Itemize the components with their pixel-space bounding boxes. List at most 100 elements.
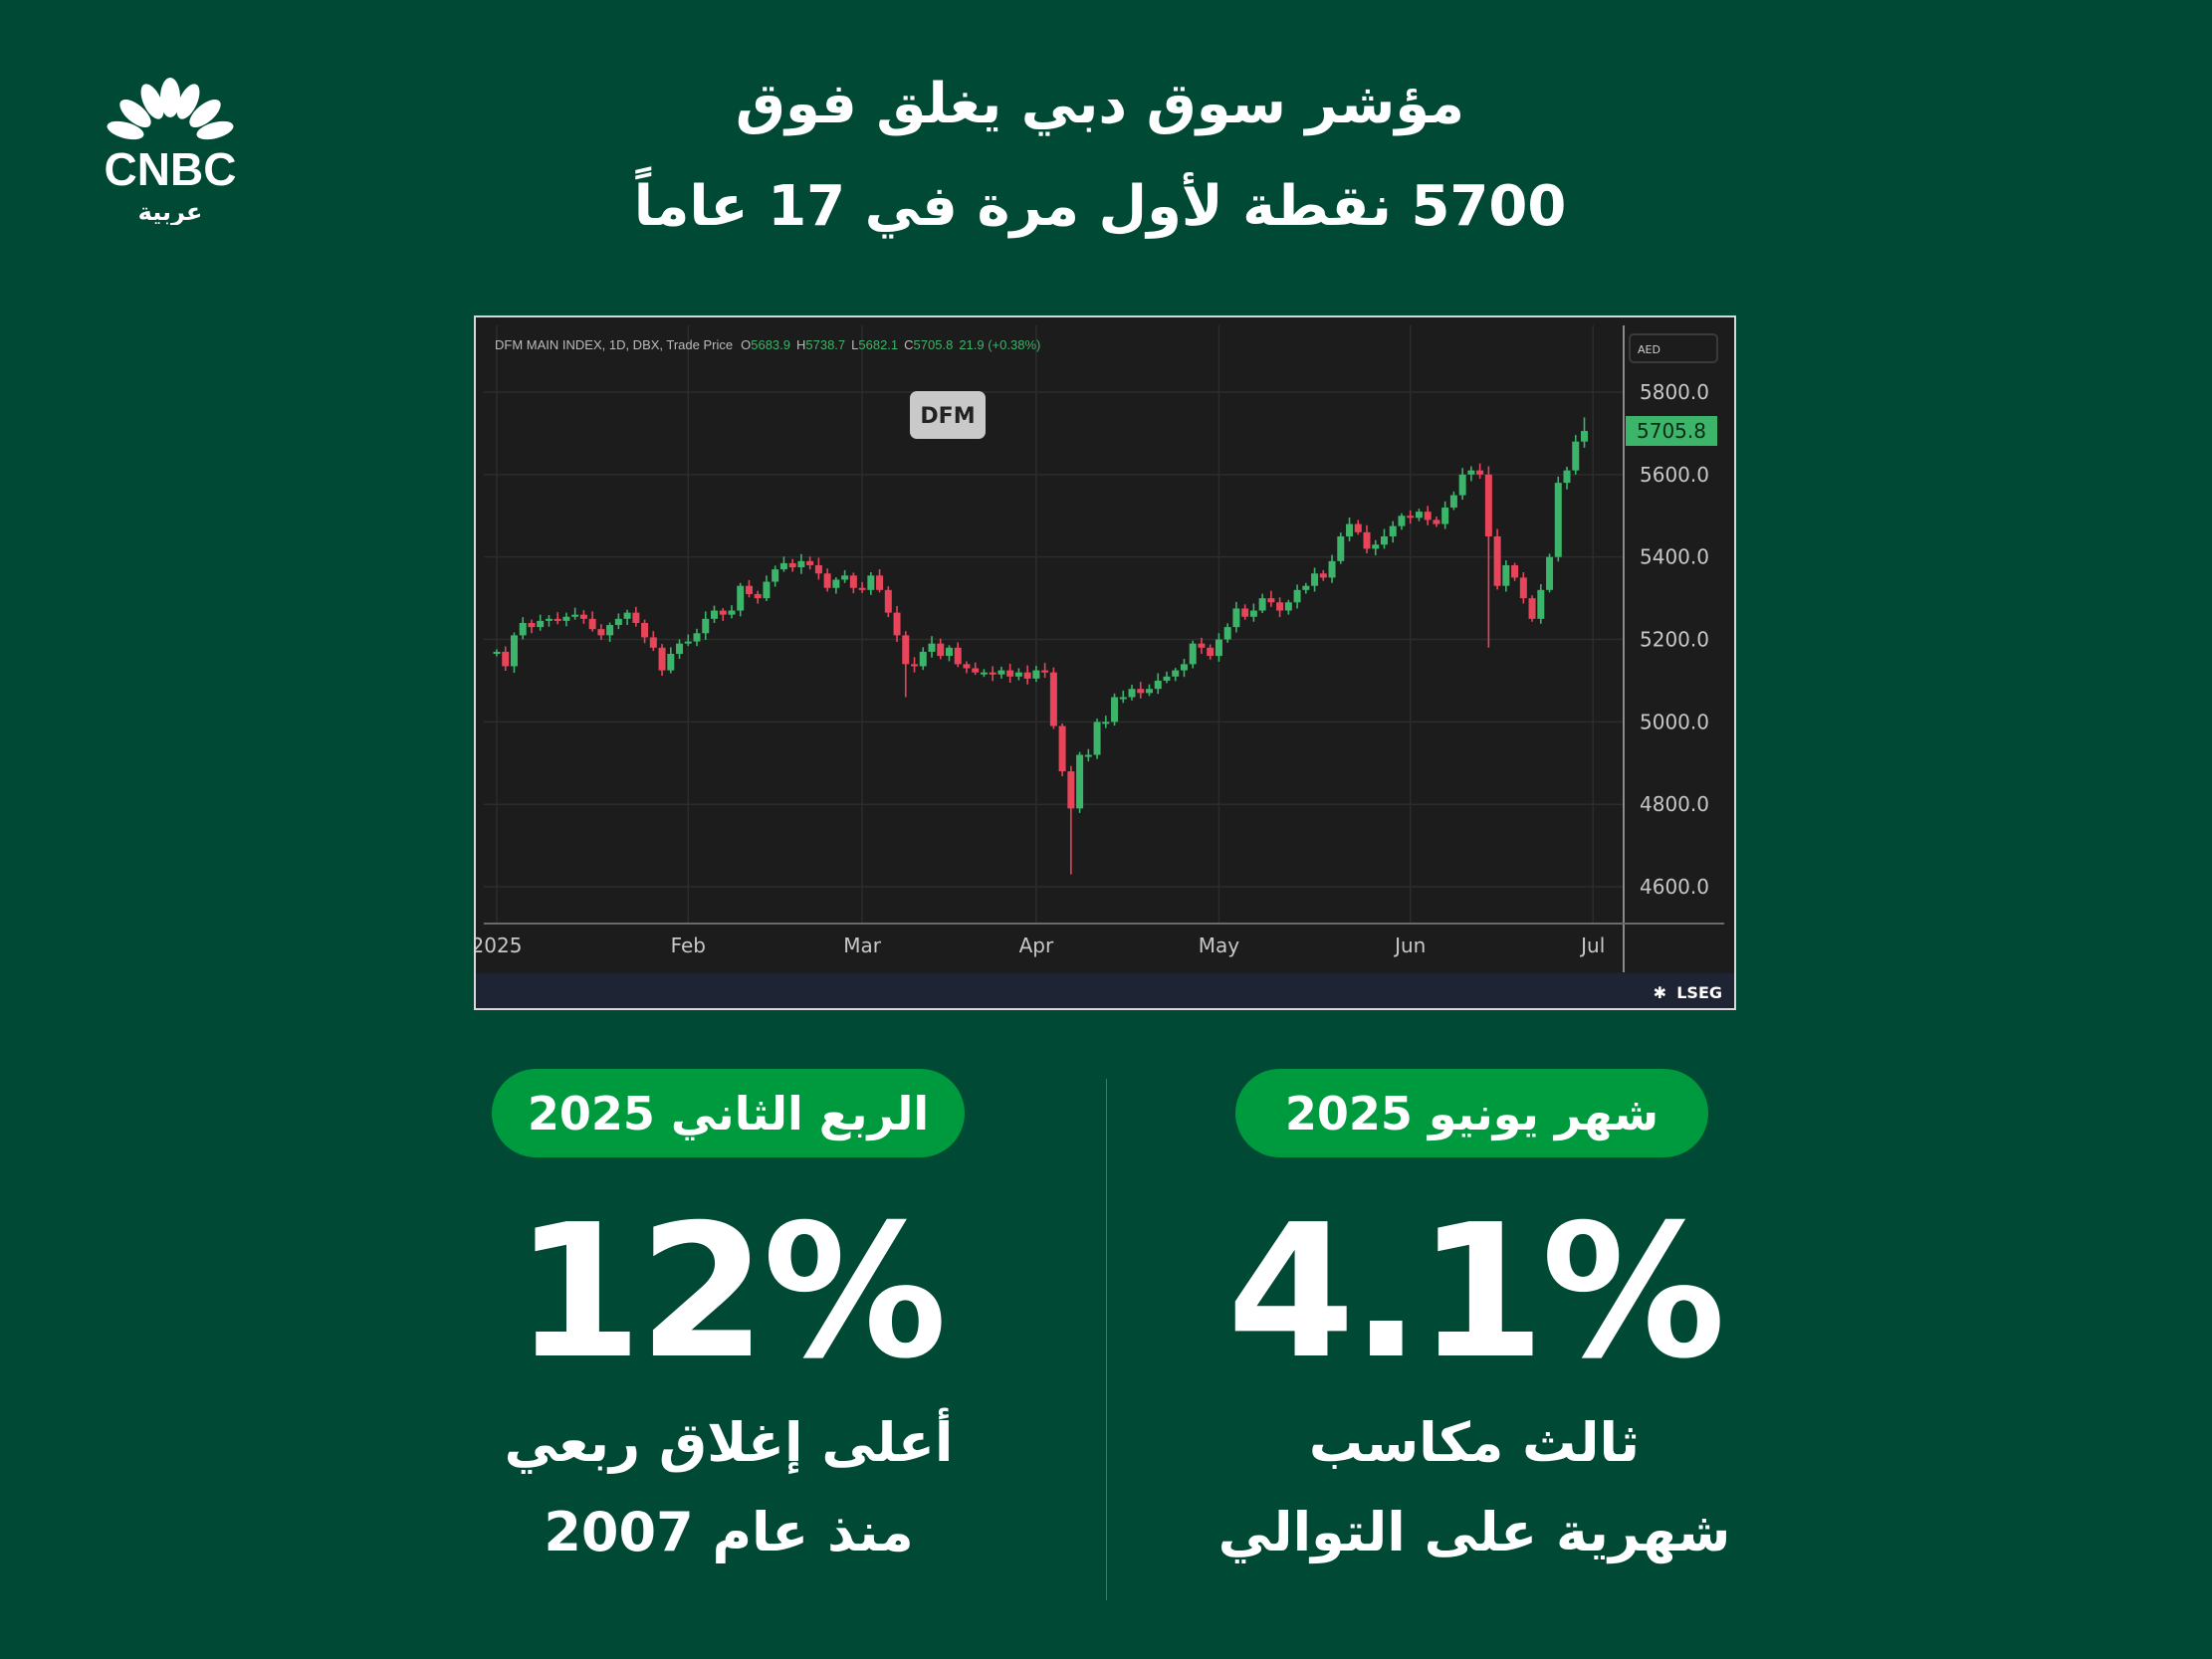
- candle-body: [502, 651, 510, 667]
- candle-body: [641, 622, 649, 638]
- candle-body: [1581, 431, 1588, 442]
- candle-body: [1128, 689, 1136, 698]
- candle-body: [1424, 512, 1432, 520]
- candle-body: [537, 620, 545, 628]
- candle-down: [745, 579, 753, 598]
- date-tick-label: 2025: [476, 933, 522, 957]
- candle-body: [1249, 610, 1257, 617]
- candle-up: [1128, 685, 1136, 701]
- candle-up: [1554, 476, 1562, 562]
- candle-body: [867, 575, 875, 590]
- candle-up: [1076, 751, 1084, 813]
- candle-body: [1502, 564, 1510, 586]
- candle-up: [1563, 466, 1571, 490]
- candle-body: [1398, 516, 1406, 526]
- footer-strip: [476, 973, 1734, 1008]
- candle-up: [537, 614, 545, 631]
- candle-body: [1415, 512, 1423, 518]
- candle-up: [1502, 559, 1510, 592]
- candle-body: [893, 612, 901, 636]
- candle-up: [1014, 668, 1022, 681]
- candle-down: [823, 568, 831, 592]
- candle-up: [623, 609, 631, 626]
- candle-up: [867, 572, 875, 595]
- candle-up: [1467, 466, 1475, 482]
- candle-body: [814, 564, 822, 574]
- candle-body: [1258, 598, 1266, 611]
- currency-selector[interactable]: AED: [1629, 333, 1718, 363]
- candle-down: [1006, 663, 1014, 684]
- candle-body: [571, 614, 579, 617]
- candle-down: [1407, 510, 1415, 524]
- candle-body: [702, 618, 710, 634]
- candle-body: [972, 668, 980, 673]
- date-tick-label: Mar: [843, 933, 882, 957]
- stats-divider: [1106, 1079, 1107, 1600]
- candle-body: [1111, 697, 1119, 723]
- peacock-icon: CNBC عربية: [105, 78, 236, 226]
- candle-up: [571, 607, 579, 620]
- candle-body: [876, 575, 884, 590]
- candle-up: [832, 576, 840, 594]
- candle-up: [1102, 716, 1110, 728]
- candle-down: [963, 661, 971, 674]
- candle-body: [1006, 670, 1014, 677]
- candle-body: [772, 569, 779, 582]
- candle-body: [1302, 585, 1310, 590]
- candle-down: [989, 666, 996, 682]
- candle-body: [667, 654, 675, 671]
- candle-body: [579, 614, 587, 619]
- candle-body: [1511, 564, 1519, 578]
- dfm-badge: DFM: [910, 391, 986, 439]
- price-tick-label: 5800.0: [1640, 380, 1709, 404]
- candle-body: [937, 643, 945, 657]
- candle-up: [841, 569, 849, 583]
- candle-up: [772, 565, 779, 587]
- candle-body: [806, 560, 814, 565]
- candle-body: [1476, 470, 1484, 475]
- candle-body: [737, 585, 745, 611]
- price-tick-label: 4800.0: [1640, 792, 1709, 816]
- candle-up: [1111, 693, 1119, 726]
- candle-up: [1415, 509, 1423, 521]
- candle-down: [632, 606, 640, 627]
- candle-up: [1146, 684, 1153, 697]
- candle-up: [1163, 671, 1171, 684]
- candle-down: [1067, 765, 1075, 875]
- candle-up: [1119, 690, 1127, 704]
- candle-up: [1449, 491, 1457, 511]
- candle-down: [1058, 724, 1066, 777]
- candle-body: [606, 625, 614, 636]
- candle-body: [1076, 754, 1084, 809]
- candle-body: [1484, 474, 1492, 536]
- candle-down: [754, 590, 762, 604]
- candle-body: [1041, 670, 1049, 673]
- june-2025-pill: شهر يونيو 2025: [1235, 1069, 1708, 1157]
- candle-down: [1041, 663, 1049, 679]
- candle-body: [963, 664, 971, 669]
- candle-down: [1276, 597, 1284, 618]
- candle-down: [1241, 604, 1249, 620]
- price-tick-label: 5200.0: [1640, 628, 1709, 652]
- candle-up: [711, 605, 718, 623]
- candle-body: [849, 575, 857, 588]
- candle-down: [1519, 572, 1527, 604]
- candle-up: [1380, 528, 1388, 549]
- candle-body: [1223, 627, 1231, 640]
- candle-body: [1023, 672, 1031, 679]
- q2-caption-line-2: منذ عام 2007: [544, 1501, 914, 1563]
- chart-header: DFM MAIN INDEX, 1D, DBX, Trade Price O568…: [495, 337, 1040, 352]
- candle-body: [745, 585, 753, 594]
- candle-body: [788, 562, 796, 568]
- candle-down: [1493, 528, 1501, 590]
- candle-body: [1067, 771, 1075, 809]
- candle-down: [1319, 569, 1327, 581]
- candle-up: [684, 634, 692, 647]
- candle-up: [1284, 599, 1292, 615]
- candle-body: [1146, 689, 1153, 694]
- candle-body: [1093, 722, 1101, 755]
- candle-body: [1354, 523, 1362, 532]
- price-axis: 5800.0 5600.0 5400.0 5200.0 5000.0 4800.0 4600…: [1640, 380, 1709, 899]
- price-tick-label: 4600.0: [1640, 875, 1709, 899]
- candle-body: [1467, 470, 1475, 475]
